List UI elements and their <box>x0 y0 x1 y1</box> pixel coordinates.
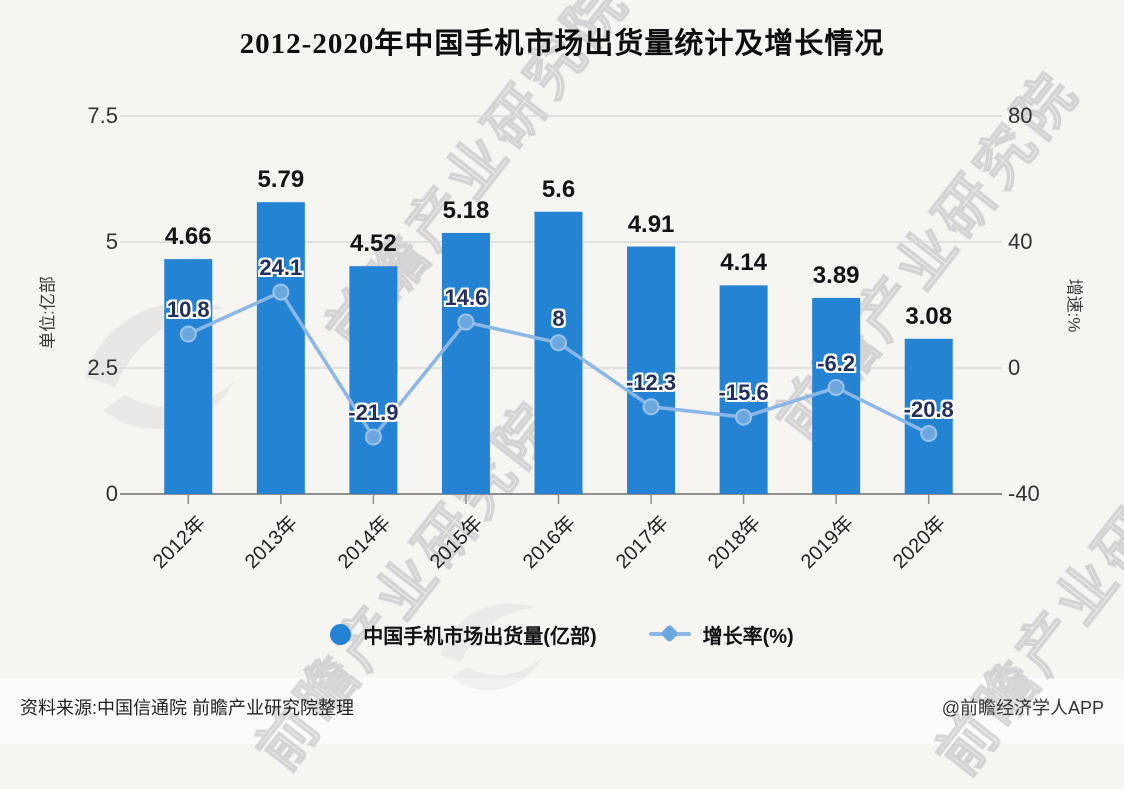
marker-2012年 <box>179 325 197 343</box>
growth-value-2012年: 10.8 <box>166 296 210 322</box>
right-axis-tick-0: 0 <box>1008 355 1021 380</box>
chart-labels-layer: 0 2.5 5 7.5 -40 0 40 80 2012年 2013年 2014年 2015年 2016… <box>87 103 1040 574</box>
bar-value-2020年: 3.08 <box>905 302 953 330</box>
growth-value-2016年: 8 <box>552 305 565 331</box>
category-label-2019年: 2019年 <box>796 512 858 574</box>
bar-value-2017年: 4.91 <box>627 210 675 238</box>
legend-label-growth: 增长率(%) <box>702 625 794 648</box>
bar-value-2018年: 4.14 <box>720 249 767 277</box>
bar-2012年 <box>164 259 213 494</box>
footer-strip <box>0 678 1124 744</box>
credit: @前瞻经济学人APP <box>941 698 1104 718</box>
bar-value-2013年: 5.79 <box>257 166 305 194</box>
bar-2015年 <box>441 232 490 495</box>
growth-value-2018年: -15.6 <box>718 380 769 406</box>
diamond-marker-icon <box>659 624 679 643</box>
marker-2020年 <box>920 425 938 443</box>
category-label-2014年: 2014年 <box>333 512 395 574</box>
legend-item-shipments: 中国手机市场出货量(亿部) <box>330 620 597 649</box>
left-axis-tick-5: 5 <box>105 229 118 254</box>
left-axis-tick-7.5: 7.5 <box>87 103 118 128</box>
chart-plot <box>120 115 1002 504</box>
right-axis-tick-80: 80 <box>1008 103 1033 128</box>
bar-value-2014年: 4.52 <box>350 230 397 258</box>
marker-2016年 <box>550 334 567 352</box>
bar-2017年 <box>627 246 676 494</box>
growth-value-2014年: -21.9 <box>348 399 399 425</box>
bar-2020年 <box>904 338 953 494</box>
category-label-2013年: 2013年 <box>241 512 303 574</box>
legend: 中国手机市场出货量(亿部) 增长率(%) <box>0 616 1124 652</box>
marker-2018年 <box>735 408 753 426</box>
growth-value-2015年: 14.6 <box>444 285 488 310</box>
marker-2014年 <box>364 428 382 446</box>
legend-label-shipments: 中国手机市场出货量(亿部) <box>363 625 597 648</box>
growth-value-2019年: -6.2 <box>817 350 856 376</box>
left-axis-tick-2.5: 2.5 <box>87 355 118 380</box>
growth-value-2017年: -12.3 <box>625 369 677 395</box>
marker-2015年 <box>457 313 475 331</box>
category-label-2012年: 2012年 <box>148 512 210 574</box>
right-axis-tick-40: 40 <box>1008 229 1033 254</box>
category-label-2016年: 2016年 <box>518 512 581 574</box>
footer: 资料来源:中国信通院 前瞻产业研究院整理 @前瞻经济学人APP <box>0 694 1124 720</box>
marker-2013年 <box>272 283 290 301</box>
bar-value-2015年: 5.18 <box>442 196 490 224</box>
category-label-2018年: 2018年 <box>704 512 766 574</box>
growth-value-2020年: -20.8 <box>903 396 954 422</box>
bar-series-swatch-icon <box>330 623 352 645</box>
line-series-swatch-icon <box>648 624 691 643</box>
marker-2019年 <box>827 379 845 397</box>
chart-title: 2012-2020年中国手机市场出货量统计及增长情况 <box>239 28 885 60</box>
bar-2013年 <box>256 202 305 494</box>
category-label-2015年: 2015年 <box>426 512 488 574</box>
bar-2018年 <box>719 285 768 494</box>
right-axis-tick--40: -40 <box>1008 481 1040 506</box>
source-note: 资料来源:中国信通院 前瞻产业研究院整理 <box>20 698 355 718</box>
marker-2017年 <box>642 398 660 416</box>
category-label-2020年: 2020年 <box>889 512 951 574</box>
category-label-2017年: 2017年 <box>611 512 673 574</box>
bar-value-2012年: 4.66 <box>164 223 212 251</box>
left-axis-tick-0: 0 <box>105 481 118 506</box>
bar-2014年 <box>349 266 398 494</box>
bar-value-2016年: 5.6 <box>541 175 576 203</box>
bar-value-2019年: 3.89 <box>812 261 860 289</box>
legend-item-growth: 增长率(%) <box>648 620 794 649</box>
growth-value-2013年: 24.1 <box>259 255 303 281</box>
